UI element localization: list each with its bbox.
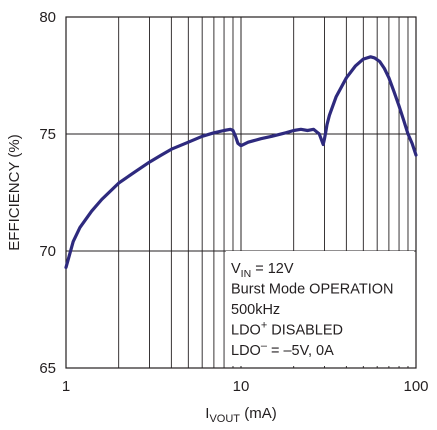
x-axis-label-unit: (mA) <box>240 405 277 422</box>
y-axis-label: EFFICIENCY (%) <box>6 134 23 250</box>
y-tick-label: 80 <box>39 9 56 26</box>
x-axis-label-main: I <box>205 405 209 422</box>
annotation-block: VIN = 12V Burst Mode OPERATION 500kHz LDO+ … <box>231 261 394 359</box>
annotation-text: Burst Mode OPERATION <box>231 282 394 298</box>
annotation-line: Burst Mode OPERATION <box>231 282 394 298</box>
annotation-background <box>226 251 414 366</box>
annotation-text: DISABLED <box>267 323 343 339</box>
annotation-text: = 12V <box>251 261 294 277</box>
annotation-line: LDO+ DISABLED <box>231 320 343 339</box>
tick-labels: 65 70 75 80 1 10 100 <box>39 9 428 395</box>
annotation-superscript: – <box>261 340 268 352</box>
y-tick-label: 75 <box>39 126 56 143</box>
annotation-line: VIN = 12V <box>231 261 294 280</box>
x-tick-label: 1 <box>62 378 70 395</box>
annotation-line: 500kHz <box>231 302 280 318</box>
y-tick-label: 65 <box>39 360 56 377</box>
annotation-text: V <box>231 261 241 277</box>
annotation-text: = –5V, 0A <box>267 343 334 359</box>
y-tick-label: 70 <box>39 243 56 260</box>
plot-frame <box>65 16 417 369</box>
annotation-line: LDO– = –5V, 0A <box>231 340 334 359</box>
x-axis-label: IVOUT (mA) <box>205 405 276 425</box>
annotation-text: 500kHz <box>231 302 280 318</box>
annotation-subscript: IN <box>241 268 252 280</box>
series-line <box>64 55 418 269</box>
annotation-text: LDO <box>231 343 261 359</box>
x-tick-label: 10 <box>233 378 250 395</box>
x-tick-label: 100 <box>403 378 428 395</box>
annotation-text: LDO <box>231 323 261 339</box>
annotation-superscript: + <box>261 320 267 332</box>
x-axis-label-subscript: VOUT <box>209 413 240 425</box>
